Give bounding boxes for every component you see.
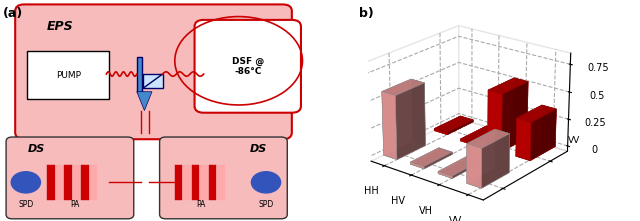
- Polygon shape: [137, 92, 152, 110]
- FancyBboxPatch shape: [159, 137, 287, 219]
- Text: EPS: EPS: [47, 20, 74, 33]
- Circle shape: [12, 172, 40, 193]
- Text: PA: PA: [196, 200, 205, 209]
- FancyBboxPatch shape: [28, 51, 109, 99]
- Bar: [192, 165, 200, 200]
- Bar: [47, 165, 55, 200]
- Text: PA: PA: [70, 200, 79, 209]
- Text: SPD: SPD: [259, 200, 274, 209]
- Text: (a): (a): [3, 7, 23, 20]
- FancyBboxPatch shape: [143, 74, 163, 88]
- Bar: [175, 165, 182, 200]
- Bar: [81, 165, 89, 200]
- Text: DSF @
-86°C: DSF @ -86°C: [232, 57, 264, 76]
- Circle shape: [252, 172, 280, 193]
- Text: SPD: SPD: [18, 200, 33, 209]
- Bar: [218, 165, 225, 200]
- Bar: [64, 165, 72, 200]
- Bar: [183, 165, 191, 200]
- Text: b): b): [359, 7, 374, 20]
- Bar: [73, 165, 80, 200]
- Bar: [200, 165, 208, 200]
- Text: PUMP: PUMP: [56, 71, 81, 80]
- Text: DS: DS: [28, 144, 45, 154]
- FancyBboxPatch shape: [15, 4, 292, 139]
- FancyBboxPatch shape: [6, 137, 134, 219]
- Bar: [209, 165, 216, 200]
- FancyBboxPatch shape: [137, 57, 142, 92]
- Text: DS: DS: [249, 144, 266, 154]
- FancyBboxPatch shape: [195, 20, 301, 113]
- Bar: [56, 165, 63, 200]
- Bar: [90, 165, 97, 200]
